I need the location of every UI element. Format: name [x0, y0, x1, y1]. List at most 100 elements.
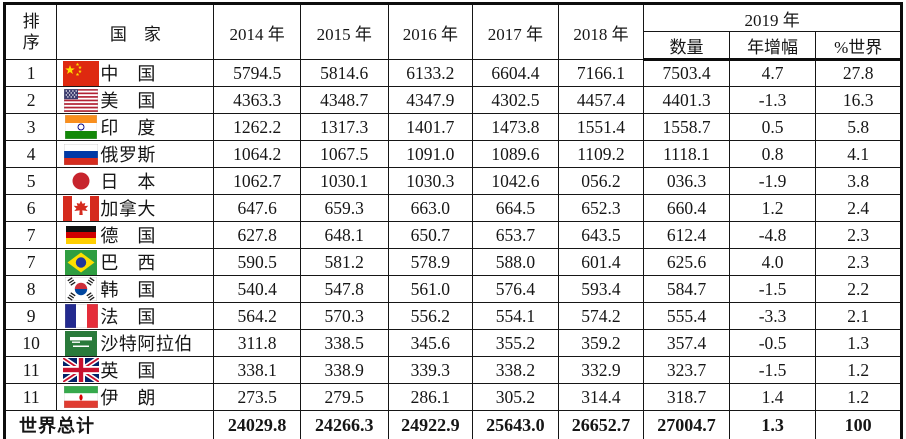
year-value-cell: 359.2 [557, 329, 645, 357]
table-row: 3 印 度 1262.2 1317.3 1401.7 1473.8 1551.4 1558.7… [3, 113, 902, 141]
south-korea-flag-icon [62, 277, 100, 301]
year-value-cell: 663.0 [387, 194, 474, 222]
country-cell: 法 国 [56, 302, 215, 330]
year-value-cell: 338.5 [299, 329, 389, 357]
rank-cell: 5 [3, 167, 58, 195]
year-value-cell: 4363.3 [213, 86, 301, 114]
year-header-2015: 2015 年 [299, 3, 389, 60]
table-row: 4 俄罗斯 1064.2 1067.5 1091.0 1089.6 1109.2 1118.1… [3, 140, 902, 168]
china-flag-icon [62, 60, 100, 86]
year-value-cell: 547.8 [299, 275, 389, 303]
year-value-cell: 1317.3 [299, 113, 389, 141]
country-name: 加拿大 [100, 199, 156, 219]
country-cell: 日 本 [56, 167, 215, 195]
year-value-cell: 16.3 [815, 86, 902, 114]
uk-flag-icon [62, 358, 100, 382]
year-value-cell: 0.5 [728, 113, 817, 141]
year-value-cell: 1.2 [728, 194, 817, 222]
year-value-cell: 1067.5 [299, 140, 389, 168]
rank-header-line2: 序 [22, 33, 40, 52]
year-value-cell: 2.3 [815, 221, 902, 249]
year-value-cell: 323.7 [643, 356, 730, 384]
total-value-cell: 24266.3 [299, 410, 389, 439]
year-value-cell: 590.5 [213, 248, 301, 276]
year-value-cell: 4457.4 [557, 86, 645, 114]
year-value-cell: 332.9 [557, 356, 645, 384]
year-value-cell: 574.2 [557, 302, 645, 330]
year-value-cell: 2.3 [815, 248, 902, 276]
year-value-cell: 2.1 [815, 302, 902, 330]
rank-cell: 1 [3, 59, 58, 87]
year-value-cell: 3.8 [815, 167, 902, 195]
rank-header: 排 序 [3, 3, 58, 60]
year-value-cell: -0.5 [728, 329, 817, 357]
year-value-cell: 581.2 [299, 248, 389, 276]
country-name: 印 度 [100, 118, 156, 138]
year-value-cell: 1.2 [815, 356, 902, 384]
year-value-cell: 286.1 [387, 383, 474, 411]
year-value-cell: 612.4 [643, 221, 730, 249]
year-value-cell: 561.0 [387, 275, 474, 303]
year-value-cell: 576.4 [472, 275, 559, 303]
usa-flag-icon [62, 88, 100, 112]
year-value-cell: 27.8 [815, 59, 902, 87]
year-value-cell: 339.3 [387, 356, 474, 384]
canada-flag-icon [62, 195, 100, 221]
year-header-2017: 2017 年 [472, 3, 559, 60]
india-flag-icon [62, 115, 100, 139]
year-value-cell: 279.5 [299, 383, 389, 411]
france-flag-icon [62, 304, 100, 328]
country-cell: 韩 国 [56, 275, 215, 303]
year-value-cell: 338.9 [299, 356, 389, 384]
country-cell: 美 国 [56, 86, 215, 114]
year-value-cell: 664.5 [472, 194, 559, 222]
country-cell: 英 国 [56, 356, 215, 384]
country-ranking-table: 排 序 国 家 2014 年 2015 年 2016 年 2017 年 2018… [3, 2, 903, 439]
year-value-cell: 6604.4 [472, 59, 559, 87]
year-value-cell: 540.4 [213, 275, 301, 303]
table-row: 8 韩 国 540.4 547.8 561.0 576.4 593.4 584.7 -1.5 2.… [3, 275, 902, 303]
country-name: 中 国 [100, 64, 156, 84]
year-value-cell: 0.8 [728, 140, 817, 168]
yoy-growth-subheader: 年增幅 [728, 31, 817, 61]
quantity-subheader: 数量 [643, 31, 730, 61]
year-value-cell: 357.4 [643, 329, 730, 357]
country-name: 伊 朗 [100, 388, 156, 408]
year-value-cell: 056.2 [557, 167, 645, 195]
year-value-cell: 1473.8 [472, 113, 559, 141]
table-row: 9 法 国 564.2 570.3 556.2 554.1 574.2 555.4 -3.3 2.… [3, 302, 902, 330]
table-row: 11 英 国 338.1 338.9 339.3 338.2 332.9 323.7 -1.5 1… [3, 356, 902, 384]
country-cell: 中 国 [56, 59, 215, 87]
year-value-cell: 650.7 [387, 221, 474, 249]
year-value-cell: 652.3 [557, 194, 645, 222]
year-value-cell: -3.3 [728, 302, 817, 330]
year-value-cell: 1062.7 [213, 167, 301, 195]
year-value-cell: 588.0 [472, 248, 559, 276]
year-value-cell: 318.7 [643, 383, 730, 411]
year-value-cell: 6133.2 [387, 59, 474, 87]
table-row: 7 德 国 627.8 648.1 650.7 653.7 643.5 612.4 -4.8 2.… [3, 221, 902, 249]
year-header-2019: 2019 年 [643, 3, 902, 32]
country-cell: 沙特阿拉伯 [56, 329, 215, 357]
rank-cell: 11 [3, 383, 58, 411]
table-header: 排 序 国 家 2014 年 2015 年 2016 年 2017 年 2018… [3, 3, 902, 61]
year-value-cell: 593.4 [557, 275, 645, 303]
country-name: 俄罗斯 [100, 145, 156, 165]
year-value-cell: 1.3 [815, 329, 902, 357]
table-row: 1 中 国 5794.5 5814.6 6133.2 6604.4 7166.1 7503.4… [3, 59, 902, 87]
country-name: 美 国 [100, 91, 156, 111]
year-value-cell: -1.5 [728, 275, 817, 303]
total-value-cell: 24922.9 [387, 410, 474, 439]
year-value-cell: 345.6 [387, 329, 474, 357]
year-value-cell: 4.1 [815, 140, 902, 168]
year-value-cell: 555.4 [643, 302, 730, 330]
japan-flag-icon [62, 169, 100, 193]
rank-cell: 2 [3, 86, 58, 114]
year-value-cell: -4.8 [728, 221, 817, 249]
rank-cell: 7 [3, 221, 58, 249]
brazil-flag-icon [62, 249, 100, 275]
year-value-cell: 5814.6 [299, 59, 389, 87]
year-header-2018: 2018 年 [557, 3, 645, 60]
country-name: 韩 国 [100, 280, 156, 300]
